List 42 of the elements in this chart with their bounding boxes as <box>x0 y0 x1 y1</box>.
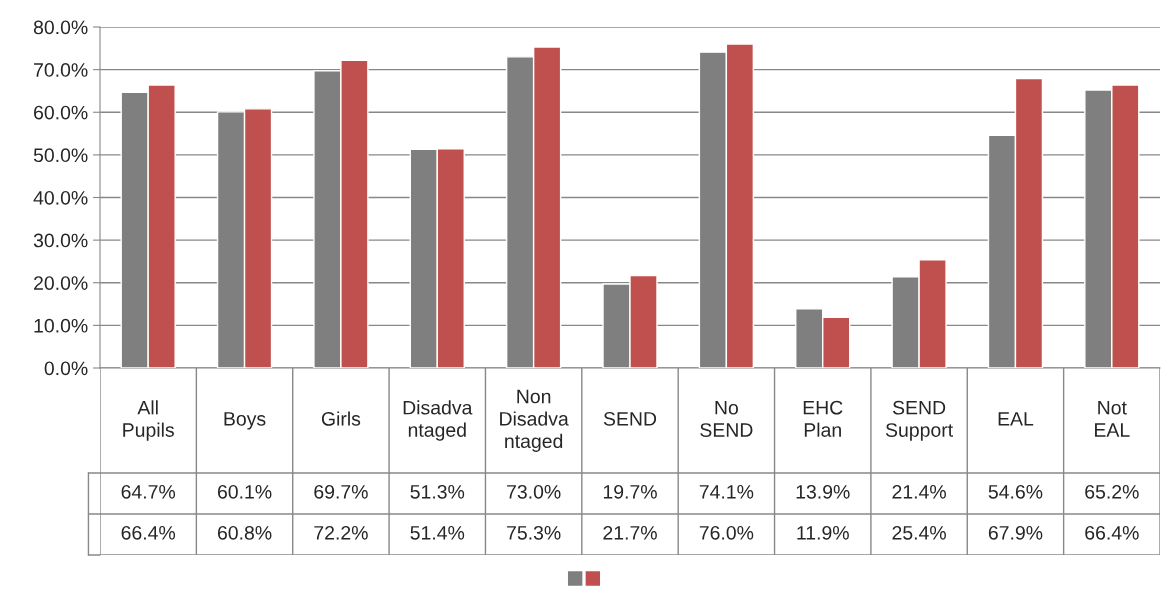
data-label: 60.1% <box>217 484 272 499</box>
data-label: 60.8% <box>217 525 272 540</box>
data-label: 67.9% <box>988 525 1043 540</box>
y-tick-label: 50.0% <box>33 148 88 163</box>
data-label: 54.6% <box>988 484 1043 499</box>
x-tick-label: No SEND <box>700 400 753 437</box>
data-label: 65.2% <box>1085 484 1139 499</box>
data-label: 25.4% <box>892 525 946 540</box>
x-tick-label: Non Disadvantaged <box>500 389 569 452</box>
data-label: 66.4% <box>1085 525 1139 540</box>
data-label: 72.2% <box>314 525 368 540</box>
data-label: 21.7% <box>603 525 657 540</box>
data-label: 51.3% <box>410 484 465 499</box>
data-label: 64.7% <box>121 484 176 499</box>
y-tick-label: 30.0% <box>33 233 88 248</box>
y-tick-label: 70.0% <box>34 63 88 77</box>
data-label: 73.0% <box>507 484 561 499</box>
x-tick-label: SEND Support <box>885 400 953 441</box>
y-tick-label: 60.0% <box>34 105 88 120</box>
data-label: 51.4% <box>410 526 465 540</box>
data-label: 66.4% <box>121 525 176 540</box>
x-tick-label: Girls <box>321 411 361 426</box>
x-tick-label: EAL <box>998 412 1034 426</box>
x-tick-label: All Pupils <box>123 400 174 441</box>
data-label: 13.9% <box>796 484 850 499</box>
y-tick-label: 20.0% <box>34 276 88 290</box>
y-tick-label: 0.0% <box>44 361 88 376</box>
data-label: 19.7% <box>603 484 657 499</box>
data-label: 21.4% <box>892 484 946 499</box>
x-tick-label: Not EAL <box>1095 400 1130 437</box>
x-tick-label: EHC Plan <box>803 400 843 437</box>
y-tick-label: 10.0% <box>34 318 88 333</box>
data-label: 76.0% <box>699 525 754 540</box>
x-tick-label: Boys <box>224 412 266 430</box>
y-tick-label: 40.0% <box>33 190 88 205</box>
data-label: 11.9% <box>797 525 849 540</box>
x-tick-label: SEND <box>603 411 657 426</box>
data-label: 69.7% <box>314 484 368 499</box>
data-label: 75.3% <box>507 525 561 540</box>
data-label: 74.1% <box>699 485 754 499</box>
y-tick-label: 80.0% <box>33 20 88 35</box>
x-tick-label: Disadvantaged <box>403 400 473 441</box>
